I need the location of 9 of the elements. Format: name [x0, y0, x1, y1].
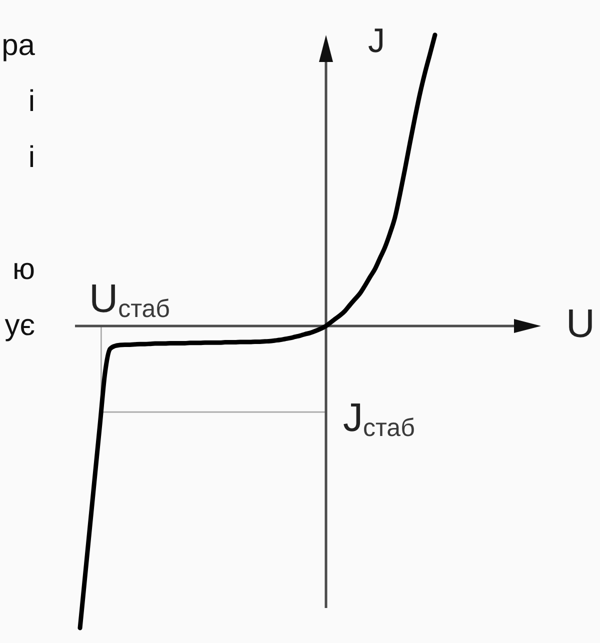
annotation: U$_{стаб}$: [89, 277, 170, 323]
text: ує: [4, 309, 35, 342]
y-axis-title: J: [368, 22, 385, 60]
ref-line-label: J$_{стаб}$: [343, 396, 415, 442]
text: і: [28, 141, 35, 174]
x-axis-title: U: [566, 302, 595, 346]
text: ра: [2, 29, 36, 62]
text: ю: [12, 253, 35, 286]
text: і: [28, 85, 35, 118]
